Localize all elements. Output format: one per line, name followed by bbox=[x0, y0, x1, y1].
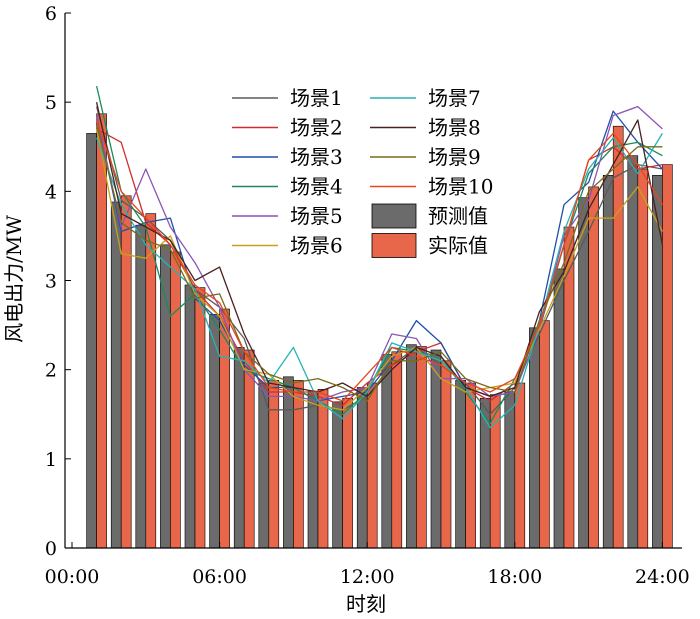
scenario-line-2 bbox=[96, 128, 663, 406]
x-tick-label: 24:00 bbox=[635, 566, 690, 588]
y-tick-label: 4 bbox=[45, 181, 57, 203]
y-tick-label: 2 bbox=[45, 360, 57, 382]
bar-forecast-15 bbox=[430, 349, 442, 549]
bar-actual-16 bbox=[465, 382, 476, 549]
legend-label: 场景1 bbox=[290, 86, 343, 110]
bars-layer bbox=[86, 113, 673, 549]
bar-actual-5 bbox=[194, 287, 206, 549]
legend-label: 预测值 bbox=[428, 204, 488, 228]
axes: 0 1 2 3 4 5 6 00:00 06:00 12:00 18:00 24:00 bbox=[45, 3, 690, 588]
bar-forecast-10 bbox=[307, 390, 319, 549]
legend-label: 场景8 bbox=[428, 116, 481, 140]
bar-forecast-4 bbox=[160, 244, 171, 549]
bar-actual-8 bbox=[268, 380, 280, 549]
bar-actual-24 bbox=[662, 164, 673, 549]
bar-actual-10 bbox=[317, 388, 329, 549]
bar-actual-14 bbox=[416, 346, 427, 549]
x-axis-title: 时刻 bbox=[346, 592, 386, 616]
y-tick-label: 5 bbox=[45, 92, 57, 114]
y-tick-label: 1 bbox=[45, 449, 57, 471]
bar-actual-19 bbox=[539, 320, 550, 549]
legend-label: 场景7 bbox=[428, 86, 481, 110]
bar-actual-23 bbox=[637, 168, 649, 549]
bar-actual-18 bbox=[514, 382, 526, 549]
legend-label: 场景4 bbox=[290, 175, 343, 199]
bar-forecast-13 bbox=[381, 354, 393, 549]
legend-label: 场景3 bbox=[290, 145, 343, 169]
legend-swatch-forecast bbox=[371, 203, 417, 229]
bar-actual-9 bbox=[293, 380, 304, 549]
bar-forecast-9 bbox=[283, 376, 294, 549]
y-axis-title: 风电出力/MW bbox=[2, 215, 26, 343]
bar-forecast-1 bbox=[86, 133, 97, 549]
bar-actual-15 bbox=[440, 360, 452, 549]
x-tick-label: 06:00 bbox=[192, 566, 247, 588]
bar-forecast-22 bbox=[602, 175, 614, 549]
bar-forecast-11 bbox=[332, 401, 343, 549]
scenario-line-8 bbox=[95, 102, 664, 398]
y-tick-label: 6 bbox=[45, 3, 57, 25]
bar-actual-11 bbox=[342, 397, 353, 549]
bar-actual-2 bbox=[120, 195, 132, 549]
bar-actual-4 bbox=[170, 251, 181, 549]
bar-actual-6 bbox=[219, 308, 230, 549]
legend-label: 场景5 bbox=[290, 204, 343, 228]
bar-forecast-16 bbox=[455, 380, 466, 549]
scenario-line-6 bbox=[95, 128, 663, 411]
bar-forecast-24 bbox=[652, 175, 663, 549]
bar-actual-21 bbox=[588, 186, 599, 549]
x-tick-label: 18:00 bbox=[487, 566, 542, 588]
bar-actual-12 bbox=[366, 382, 378, 549]
bar-forecast-23 bbox=[627, 155, 639, 549]
bar-actual-20 bbox=[563, 226, 575, 549]
bar-forecast-12 bbox=[356, 387, 368, 549]
bar-actual-13 bbox=[391, 351, 403, 549]
legend-label: 场景10 bbox=[428, 175, 493, 199]
x-tick-label: 12:00 bbox=[340, 566, 395, 588]
bar-forecast-6 bbox=[209, 314, 220, 549]
bar-actual-22 bbox=[612, 125, 624, 549]
bar-forecast-7 bbox=[233, 347, 245, 549]
bar-actual-1 bbox=[96, 113, 107, 549]
legend-swatch-actual bbox=[371, 233, 417, 258]
bar-forecast-14 bbox=[406, 344, 417, 549]
bar-forecast-8 bbox=[258, 382, 270, 549]
bar-forecast-3 bbox=[135, 224, 147, 549]
y-tick-label: 0 bbox=[45, 538, 57, 560]
bar-forecast-5 bbox=[184, 284, 196, 549]
bar-forecast-19 bbox=[529, 327, 540, 549]
legend-label: 场景6 bbox=[290, 234, 343, 258]
bar-forecast-20 bbox=[553, 268, 565, 549]
bar-actual-17 bbox=[489, 394, 501, 549]
legend-label: 场景9 bbox=[428, 145, 481, 169]
bar-actual-3 bbox=[145, 213, 157, 549]
bar-forecast-18 bbox=[504, 391, 516, 549]
scenario-line-10 bbox=[95, 119, 663, 402]
bar-forecast-2 bbox=[110, 201, 122, 549]
scenario-line-7 bbox=[95, 133, 663, 429]
bar-forecast-21 bbox=[578, 197, 589, 549]
lines-layer bbox=[95, 85, 664, 429]
y-tick-label: 3 bbox=[45, 271, 57, 293]
legend-label: 场景2 bbox=[290, 116, 343, 140]
scenario-line-9 bbox=[95, 124, 663, 402]
x-tick-label: 00:00 bbox=[45, 566, 100, 588]
legend-label: 实际值 bbox=[428, 234, 488, 258]
